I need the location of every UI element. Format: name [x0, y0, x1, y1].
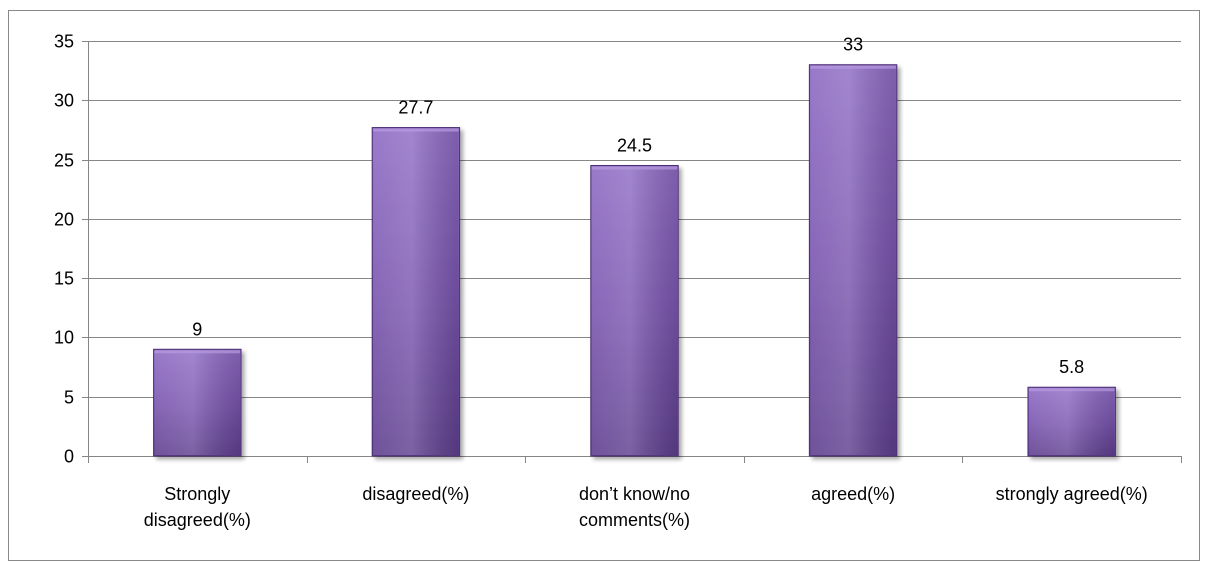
category-label: agreed(%) [811, 484, 895, 504]
category-label: don’t know/no [579, 484, 690, 504]
bar-shine [1028, 388, 1115, 455]
bar-group [808, 64, 898, 457]
category-label: disagreed(%) [144, 510, 251, 530]
y-tick-label: 35 [54, 32, 74, 52]
data-label: 27.7 [398, 98, 433, 118]
y-tick-label: 5 [64, 388, 74, 408]
bar-group [153, 348, 242, 457]
bar-shine [810, 65, 896, 455]
bar-shine [154, 350, 241, 455]
category-label: disagreed(%) [362, 484, 469, 504]
category-label: Strongly [164, 484, 230, 504]
bar-shine [373, 128, 459, 456]
data-label: 24.5 [617, 136, 652, 156]
bars [153, 64, 1116, 457]
y-axis-tick-labels: 0 5 10 15 20 25 30 35 [54, 32, 74, 467]
data-label: 33 [843, 35, 863, 55]
bar-highlight [1028, 388, 1115, 392]
category-label: strongly agreed(%) [996, 484, 1148, 504]
bar-group [371, 127, 461, 457]
data-label: 9 [192, 319, 202, 339]
category-labels: Strongly disagreed(%) disagreed(%) don’t kn… [144, 484, 1148, 530]
gridlines [88, 41, 1181, 398]
y-tick-label: 30 [54, 91, 74, 111]
y-tick-label: 20 [54, 210, 74, 230]
y-tick-label: 25 [54, 151, 74, 171]
bar-highlight [591, 166, 678, 170]
y-tick-label: 10 [54, 328, 74, 348]
bar-highlight [373, 128, 459, 132]
bar-highlight [154, 350, 241, 354]
bar-group [1027, 386, 1116, 457]
y-tick-label: 15 [54, 269, 74, 289]
data-label: 5.8 [1059, 357, 1084, 377]
category-label: comments(%) [579, 510, 690, 530]
bar-shine [591, 166, 678, 455]
y-tick-label: 0 [64, 447, 74, 467]
data-labels: 9 27.7 24.5 33 5.8 [192, 35, 1084, 378]
bar-group [590, 165, 679, 457]
bar-highlight [810, 65, 896, 69]
